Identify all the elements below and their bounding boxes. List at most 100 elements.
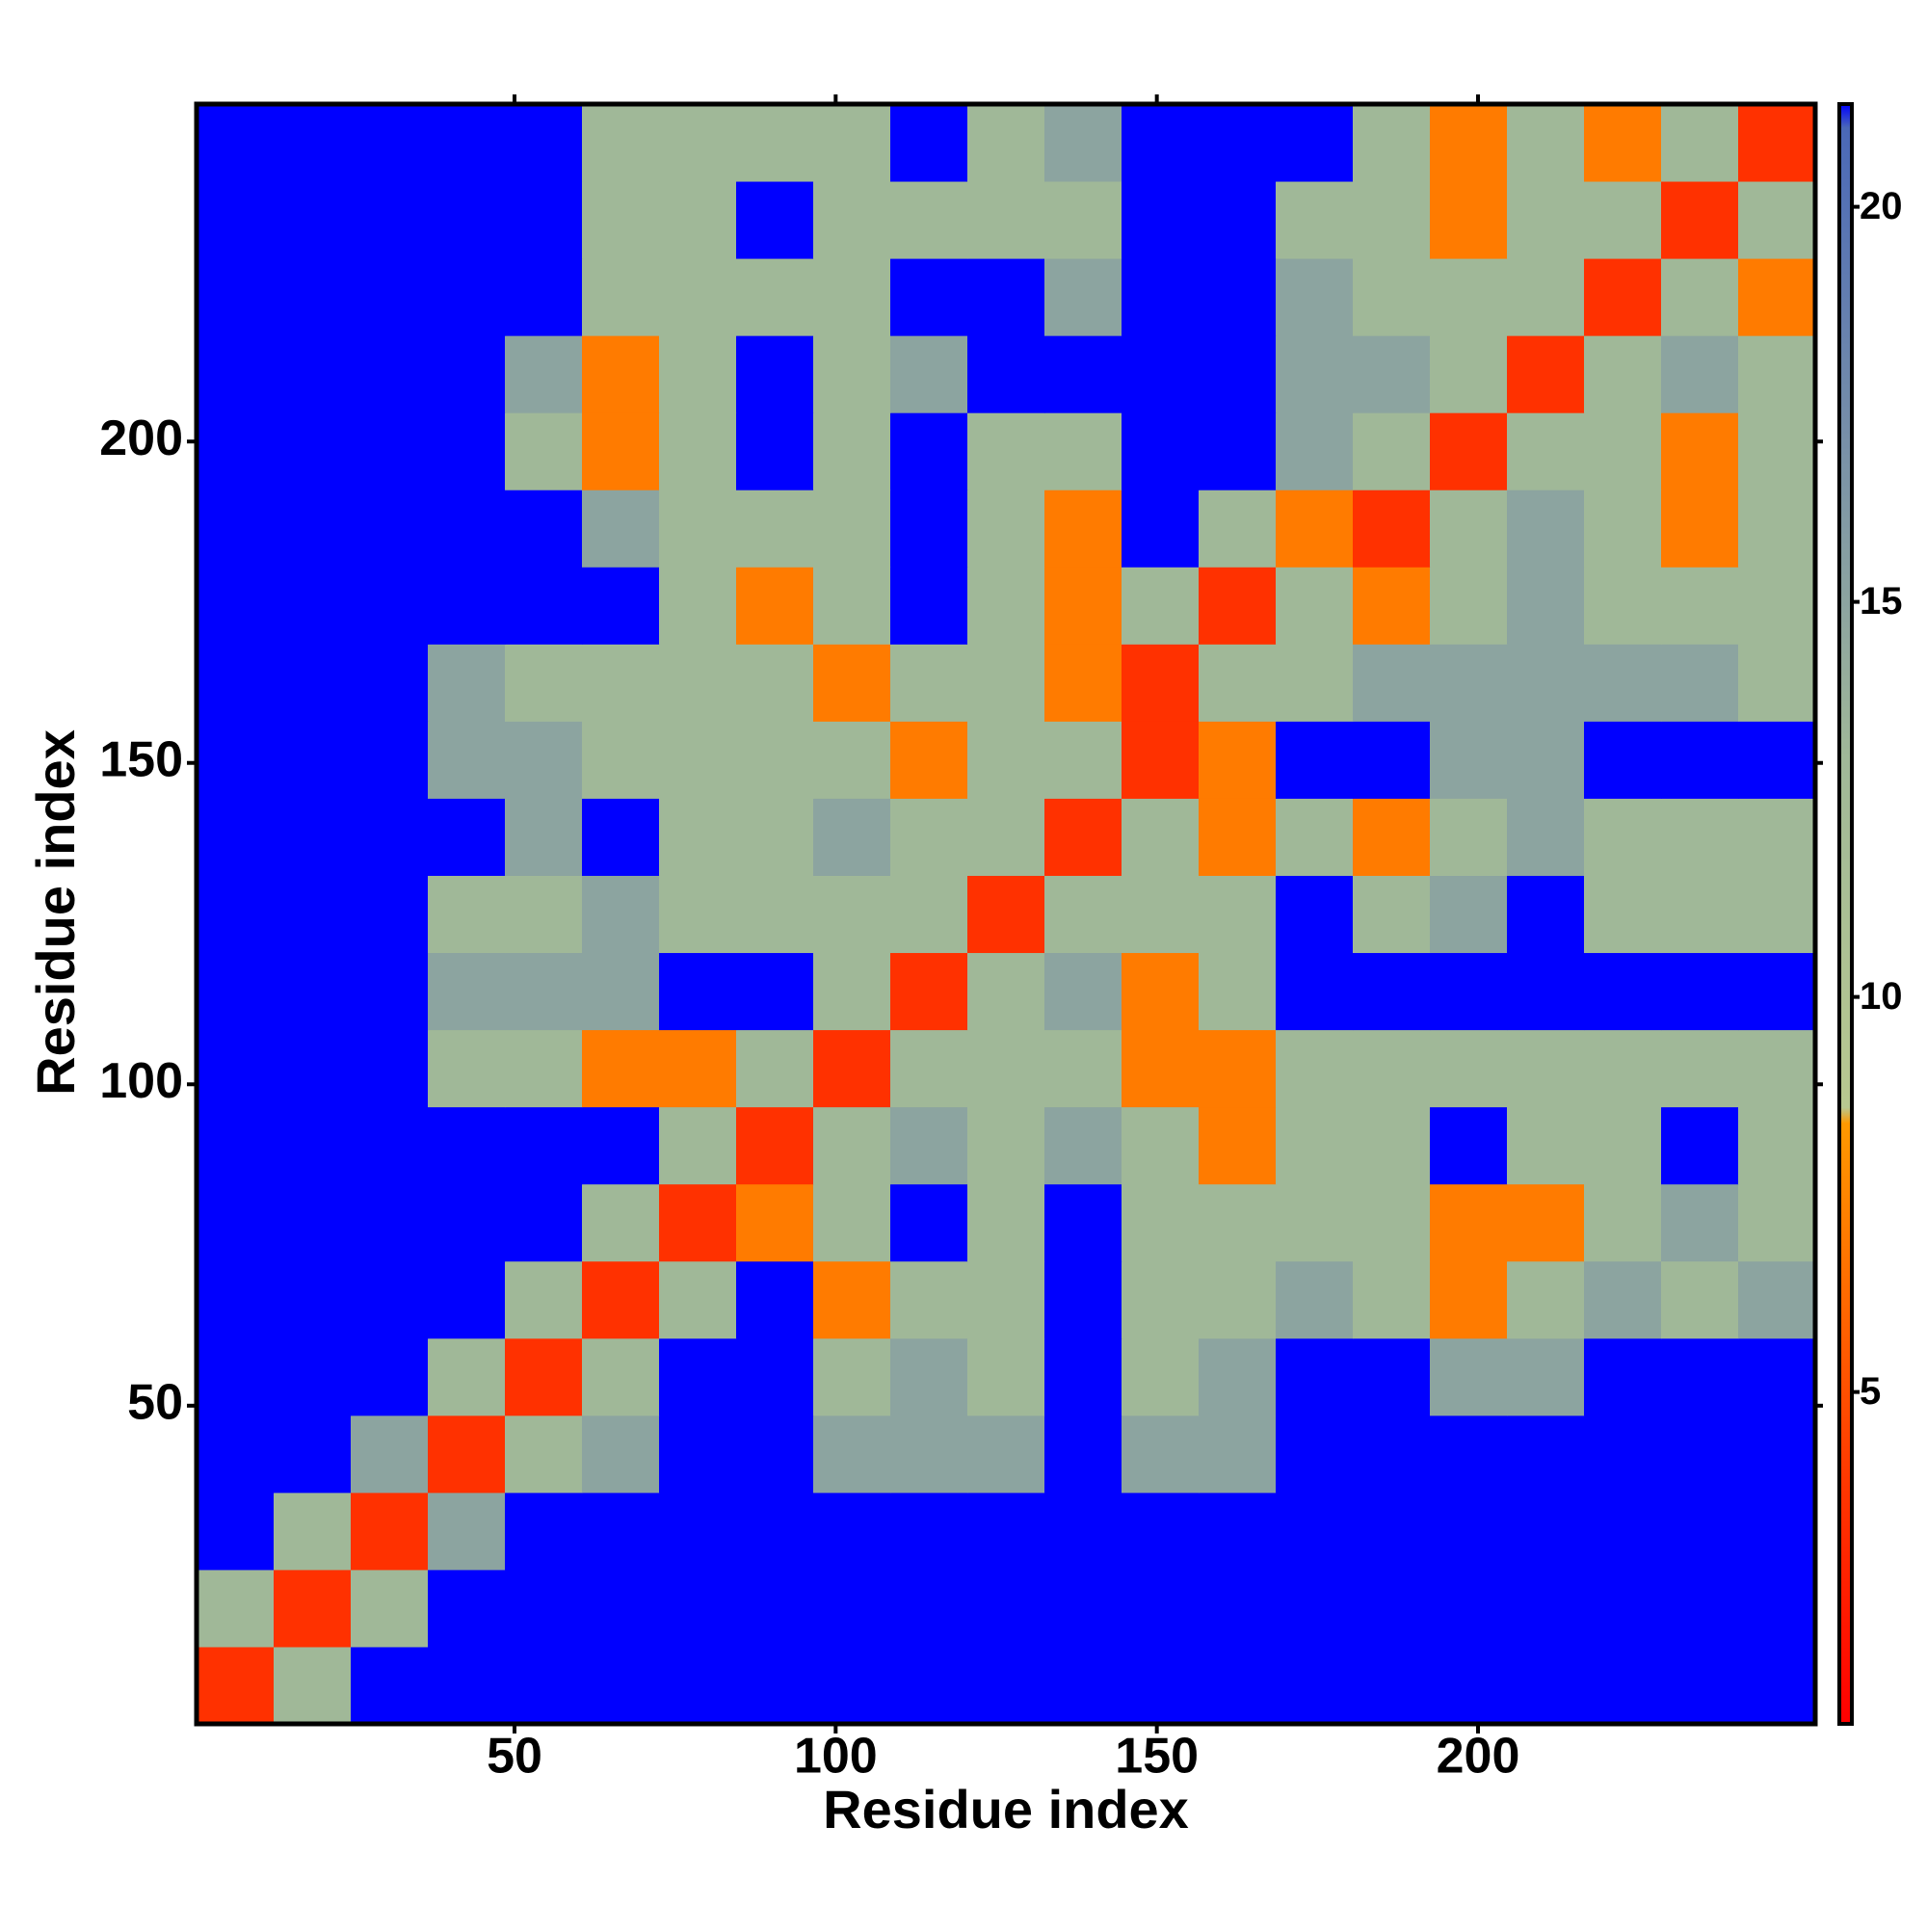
heatmap-cell (505, 335, 583, 413)
heatmap-cell (582, 1029, 660, 1108)
heatmap-cell (1738, 875, 1816, 954)
heatmap-cell (1661, 1646, 1739, 1725)
heatmap-cell (1122, 412, 1200, 490)
heatmap-cell (659, 335, 737, 413)
heatmap-cell (1584, 1337, 1662, 1416)
heatmap-cell (1044, 258, 1122, 336)
heatmap-cell (736, 1492, 814, 1571)
heatmap-cell (1430, 1029, 1508, 1108)
heatmap-cell (1584, 1569, 1662, 1648)
heatmap-cell (274, 952, 352, 1031)
heatmap-cell (274, 1415, 352, 1494)
heatmap-cell (890, 1646, 968, 1725)
heatmap-cell (1199, 567, 1277, 645)
heatmap-cell (428, 721, 506, 799)
heatmap-cell (351, 1337, 429, 1416)
heatmap-cell (1584, 1260, 1662, 1339)
heatmap-cell (813, 490, 891, 568)
heatmap-cell (1584, 104, 1662, 182)
heatmap-cell (1507, 1492, 1585, 1571)
heatmap-cell (813, 181, 891, 259)
heatmap-cell (1430, 1415, 1508, 1494)
heatmap-cell (890, 490, 968, 568)
heatmap-cell (1430, 335, 1508, 413)
heatmap-cell (1044, 1260, 1122, 1339)
heatmap-cell (1276, 181, 1354, 259)
heatmap-cell (505, 1260, 583, 1339)
heatmap-cell (582, 1415, 660, 1494)
heatmap-cell (1122, 1260, 1200, 1339)
heatmap-cell (1507, 798, 1585, 876)
heatmap-cell (505, 798, 583, 876)
heatmap-cell (890, 567, 968, 645)
heatmap-cell (736, 1415, 814, 1494)
heatmap-cell (736, 181, 814, 259)
y-axis-title: Residue index (25, 729, 86, 1096)
heatmap-cell (1353, 258, 1431, 336)
heatmap-cell (1507, 952, 1585, 1031)
heatmap-cell (659, 1183, 737, 1262)
heatmap-cell (1738, 1337, 1816, 1416)
heatmap-cell (1276, 875, 1354, 954)
heatmap-cell (1122, 1569, 1200, 1648)
heatmap-cell (1353, 798, 1431, 876)
heatmap-cell (351, 181, 429, 259)
heatmap-cell (1353, 104, 1431, 182)
heatmap-cell (1430, 490, 1508, 568)
heatmap-cell (1507, 181, 1585, 259)
heatmap-cell (1199, 1492, 1277, 1571)
heatmap-cell (1353, 181, 1431, 259)
heatmap-cell (274, 490, 352, 568)
heatmap-cell (1661, 490, 1739, 568)
heatmap-cell (890, 1183, 968, 1262)
heatmap-cell (1738, 798, 1816, 876)
heatmap-cell (967, 1646, 1045, 1725)
heatmap-cell (505, 1492, 583, 1571)
y-tick-label: 50 (127, 1375, 183, 1431)
heatmap-cell (1122, 1415, 1200, 1494)
heatmap-cell (1276, 1415, 1354, 1494)
heatmap-cell (351, 567, 429, 645)
heatmap-cell (1122, 952, 1200, 1031)
heatmap-cell (274, 335, 352, 413)
heatmap-cell (1507, 1260, 1585, 1339)
heatmap-cell (1353, 1415, 1431, 1494)
heatmap-cell (967, 1569, 1045, 1648)
heatmap-cell (1199, 1029, 1277, 1108)
heatmap-cell (967, 1106, 1045, 1185)
heatmap-cell (1584, 644, 1662, 722)
heatmap-cell (197, 1029, 275, 1108)
heatmap-cell (1044, 1183, 1122, 1262)
heatmap-cell (1430, 258, 1508, 336)
heatmap-cell (659, 1029, 737, 1108)
heatmap-cell (890, 258, 968, 336)
heatmap-cell (1044, 798, 1122, 876)
heatmap-cell (1276, 952, 1354, 1031)
heatmap-cell (582, 1337, 660, 1416)
heatmap-cell (197, 335, 275, 413)
heatmap-cell (274, 875, 352, 954)
heatmap-cell (1738, 181, 1816, 259)
heatmap-cell (428, 1415, 506, 1494)
x-tick-label: 200 (1437, 1729, 1520, 1785)
heatmap-cell (1199, 335, 1277, 413)
heatmap-cell (736, 875, 814, 954)
heatmap-cell (813, 104, 891, 182)
heatmap-cell (1199, 952, 1277, 1031)
heatmap-cell (1661, 1492, 1739, 1571)
heatmap-cell (1738, 1183, 1816, 1262)
heatmap-cell (1430, 1106, 1508, 1185)
heatmap-cell (1584, 952, 1662, 1031)
heatmap-cell (428, 181, 506, 259)
heatmap-cell (1276, 644, 1354, 722)
heatmap-cell (428, 1183, 506, 1262)
heatmap-cell (505, 644, 583, 722)
heatmap-cell (1430, 1569, 1508, 1648)
heatmap-cell (890, 1415, 968, 1494)
heatmap-cell (890, 1029, 968, 1108)
heatmap-cell (813, 721, 891, 799)
heatmap-cell (505, 567, 583, 645)
heatmap-cell (1122, 567, 1200, 645)
heatmap-cell (1430, 1337, 1508, 1416)
heatmap-cell (890, 335, 968, 413)
